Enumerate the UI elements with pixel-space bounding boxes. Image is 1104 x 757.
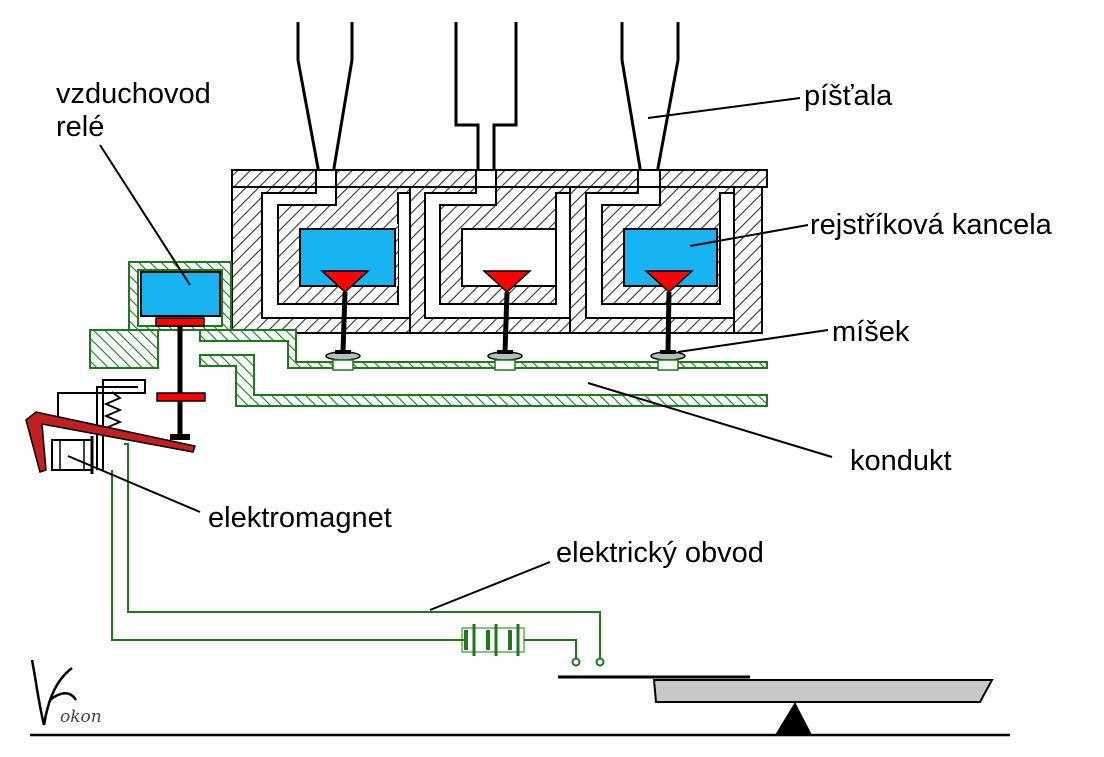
label-register-channel: rejstříková kancela (810, 209, 1053, 241)
key-lever (30, 675, 1010, 737)
pipe-valves (320, 270, 694, 353)
label-pipe: píšťala (804, 80, 893, 112)
label-relay-air-duct-1: vzduchovod (56, 78, 211, 110)
relay-and-conduit (89, 261, 768, 407)
label-electric-circuit: elektrický obvod (556, 537, 764, 569)
label-relay-air-duct-2: relé (56, 111, 104, 143)
relay-air-duct (140, 271, 221, 317)
label-conduit: kondukt (850, 445, 952, 477)
relay-valve (155, 317, 206, 440)
contact-left (571, 657, 581, 667)
valve-middle (482, 270, 532, 353)
electromagnet-assembly (25, 379, 196, 474)
author-signature: okon (30, 659, 102, 727)
windchest-body (231, 169, 768, 334)
label-pouch: míšek (832, 316, 910, 348)
pipe-left (296, 22, 354, 178)
electromagnet-coil (51, 439, 93, 471)
valve-right (644, 270, 694, 353)
svg-text:okon: okon (60, 707, 102, 727)
pipe-right (620, 22, 680, 178)
pouches (325, 350, 686, 361)
battery-icon (461, 624, 525, 656)
valve-left (320, 270, 370, 353)
electric-circuit (111, 443, 605, 667)
contact-right (595, 657, 605, 667)
leader-lines (67, 97, 833, 611)
label-electromagnet: elektromagnet (208, 502, 392, 534)
pipe-middle (454, 22, 518, 178)
